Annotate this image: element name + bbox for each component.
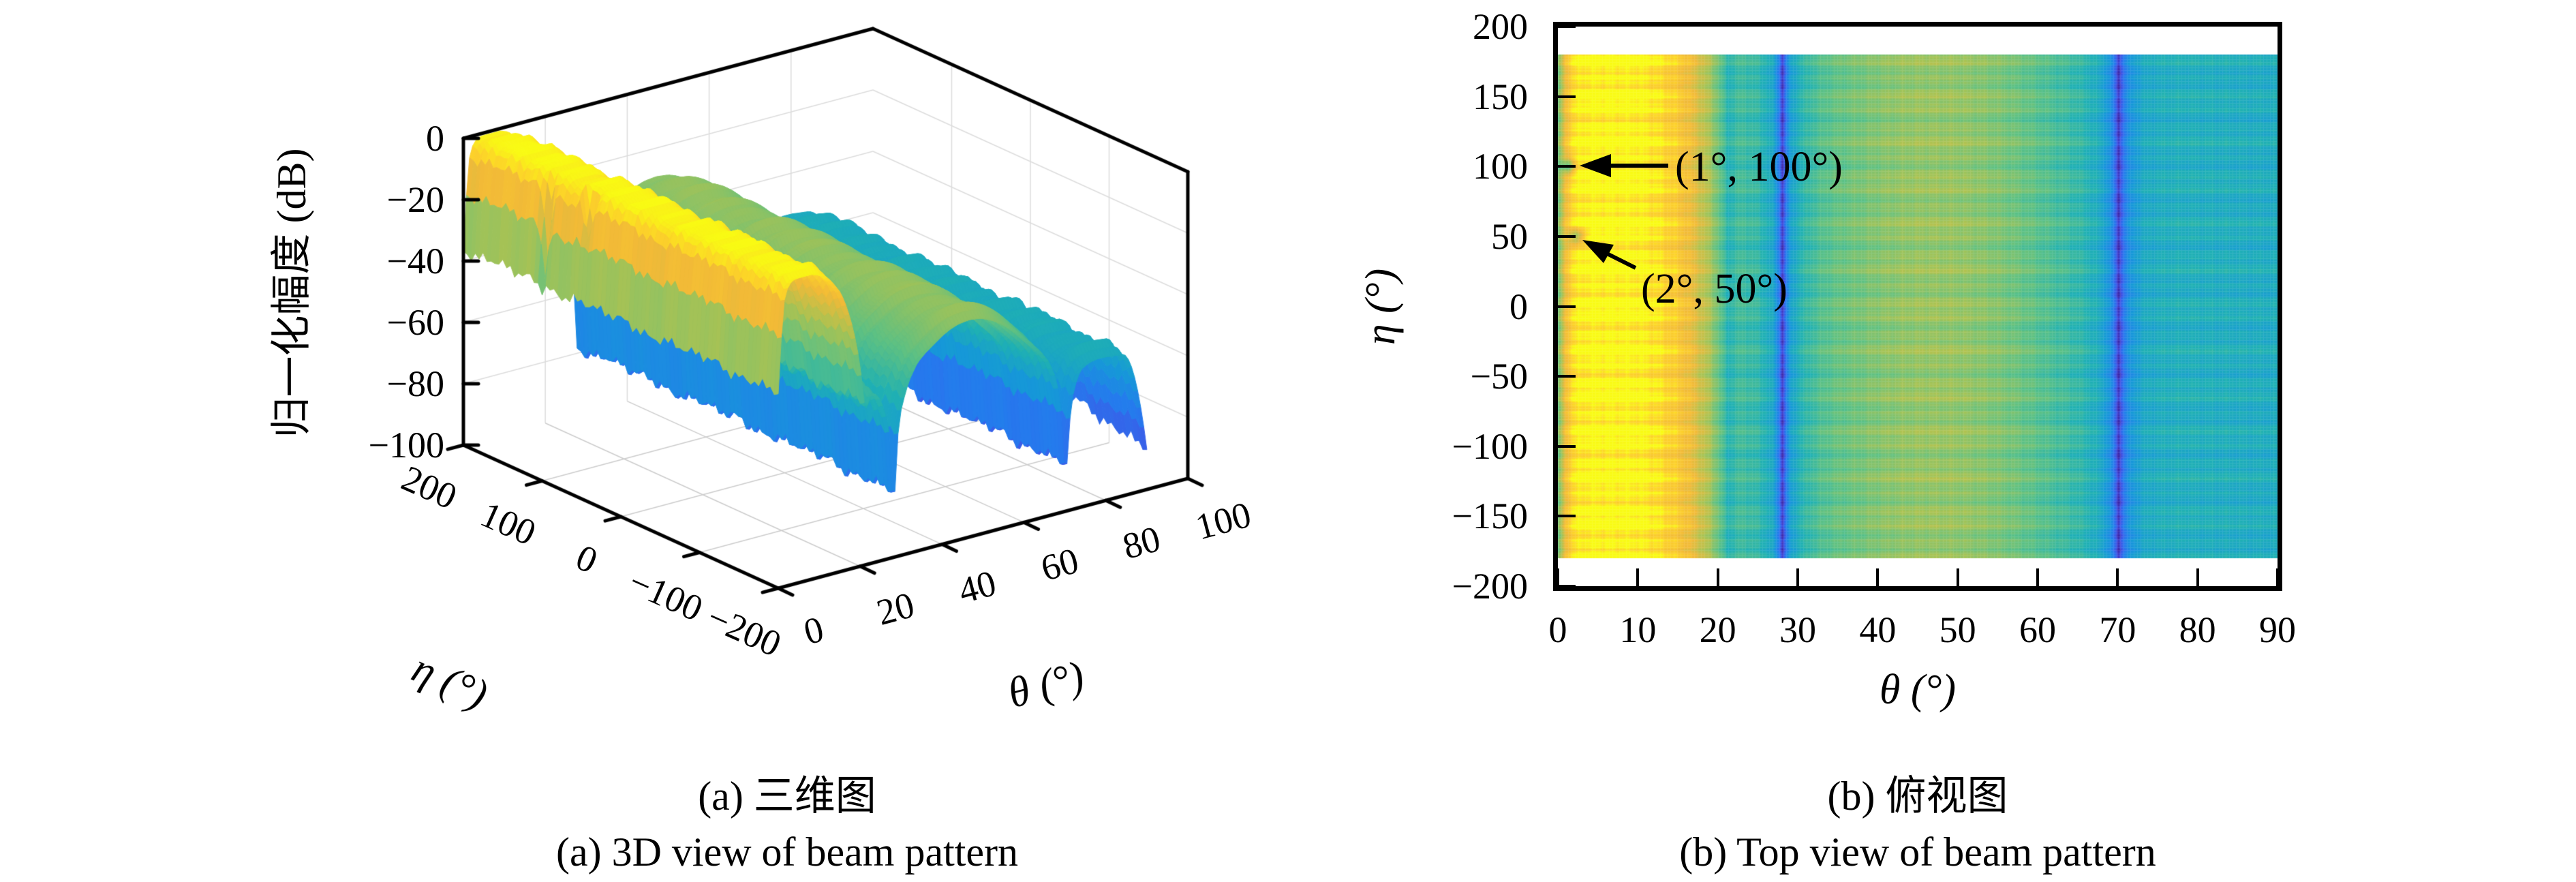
b-y-tick-label: −150 bbox=[1452, 496, 1528, 537]
a-z-tick-label: −20 bbox=[386, 179, 444, 220]
panel-b-caption-zh: (b) 俯视图 bbox=[1827, 774, 2008, 819]
a-z-tick-label: −100 bbox=[368, 425, 444, 466]
b-tick-mark bbox=[2276, 568, 2279, 586]
panel-a-caption-zh: (a) 三维图 bbox=[698, 774, 876, 819]
b-x-tick-label: 30 bbox=[1779, 609, 1816, 650]
panel-b-caption-en: (b) Top view of beam pattern bbox=[1679, 830, 2156, 875]
b-tick-mark bbox=[1558, 444, 1576, 448]
a-z-tick-label: −40 bbox=[386, 241, 444, 282]
b-tick-mark bbox=[2116, 568, 2119, 586]
b-tick-mark bbox=[1956, 568, 1959, 586]
b-tick-mark bbox=[1796, 568, 1799, 586]
b-x-tick-label: 0 bbox=[1548, 609, 1567, 650]
b-y-tick-label: −50 bbox=[1470, 356, 1528, 397]
b-y-tick-label: 100 bbox=[1473, 146, 1528, 187]
a-z-tick-label: −80 bbox=[386, 363, 444, 404]
b-tick-mark bbox=[1716, 568, 1719, 586]
b-y-tick-label: −200 bbox=[1452, 566, 1528, 607]
b-x-tick-label: 60 bbox=[2019, 609, 2056, 650]
b-tick-mark bbox=[1558, 515, 1576, 518]
b-y-tick-label: 0 bbox=[1509, 286, 1528, 327]
a-z-axis-label: 归一化幅度 (dB) bbox=[269, 148, 314, 438]
b-x-tick-label: 80 bbox=[2179, 609, 2216, 650]
b-y-axis-label: η (°) bbox=[1358, 268, 1404, 346]
b-tick-mark bbox=[1558, 95, 1576, 98]
plot-frame-b bbox=[1553, 22, 2282, 591]
panel-a-caption-en: (a) 3D view of beam pattern bbox=[555, 830, 1019, 875]
b-x-tick-label: 90 bbox=[2259, 609, 2296, 650]
beam-pattern-heatmap-canvas bbox=[1558, 27, 2278, 586]
a-z-tick-label: 0 bbox=[426, 118, 444, 159]
b-tick-mark bbox=[2196, 568, 2199, 586]
b-tick-mark bbox=[1557, 568, 1559, 586]
beam-pattern-3d-surface-canvas bbox=[204, 0, 1268, 736]
b-tick-mark bbox=[1876, 568, 1880, 586]
b-x-tick-label: 70 bbox=[2099, 609, 2136, 650]
b-tick-mark bbox=[2036, 568, 2039, 586]
b-x-tick-label: 40 bbox=[1859, 609, 1897, 650]
b-tick-mark bbox=[1558, 375, 1576, 378]
b-x-tick-label: 50 bbox=[1939, 609, 1976, 650]
b-tick-mark bbox=[1558, 25, 1576, 28]
b-tick-mark bbox=[1558, 165, 1576, 168]
annotation-arrows bbox=[1580, 154, 1668, 270]
b-y-tick-label: 200 bbox=[1473, 6, 1528, 47]
annotation-2-label: (2°, 50°) bbox=[1641, 266, 1788, 312]
b-y-tick-label: −100 bbox=[1452, 425, 1528, 467]
b-x-tick-label: 20 bbox=[1699, 609, 1736, 650]
b-y-tick-label: 50 bbox=[1491, 215, 1528, 257]
b-x-tick-label: 10 bbox=[1619, 609, 1657, 650]
b-y-tick-label: 150 bbox=[1473, 76, 1528, 117]
b-x-axis-label: θ (°) bbox=[1879, 667, 1957, 713]
arrow-2-line bbox=[1606, 252, 1637, 270]
arrow-2-head bbox=[1582, 240, 1614, 263]
a-z-tick-label: −60 bbox=[386, 302, 444, 343]
arrow-1-head bbox=[1580, 154, 1611, 177]
annotation-1-label: (1°, 100°) bbox=[1675, 144, 1843, 190]
b-tick-mark bbox=[1558, 585, 1576, 588]
b-tick-mark bbox=[1558, 305, 1576, 308]
b-tick-mark bbox=[1558, 234, 1576, 238]
b-tick-mark bbox=[1636, 568, 1640, 586]
